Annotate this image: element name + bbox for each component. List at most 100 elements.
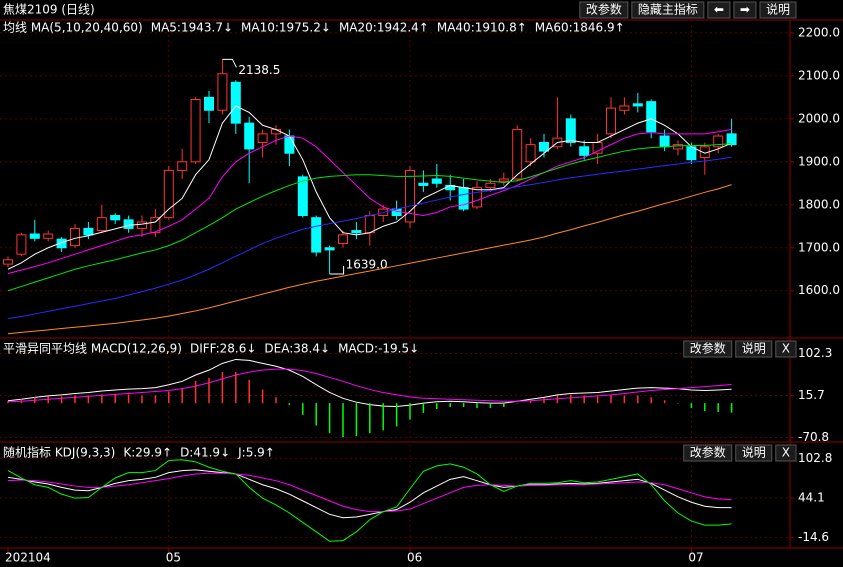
y-tick-label: 2200.0 (798, 25, 840, 39)
x-tick-label: 07 (688, 551, 703, 565)
button-label[interactable]: 改参数 (586, 2, 622, 17)
candle-body (271, 129, 281, 135)
candle-body (110, 215, 121, 221)
candle-body (364, 215, 375, 234)
candle-body (163, 169, 174, 219)
indicator-title: 平滑异同平均线 MACD(12,26,9) (3, 342, 182, 356)
button-label[interactable]: 说明 (742, 341, 766, 356)
y-tick-label: 2100.0 (798, 68, 840, 82)
candle-body (472, 187, 482, 208)
histogram-bar (127, 394, 130, 404)
button-label[interactable]: 说明 (742, 445, 766, 460)
histogram-bar (235, 372, 237, 404)
histogram-bar (503, 403, 505, 408)
candle-body (418, 182, 429, 186)
histogram-bar (543, 398, 545, 404)
candle-body (338, 234, 348, 244)
button-label[interactable]: 改参数 (690, 341, 726, 356)
button-label[interactable]: X (782, 446, 790, 460)
y-tick-label: 102.3 (798, 346, 832, 360)
y-tick-label: 1600.0 (798, 283, 840, 297)
histogram-bar (342, 403, 344, 438)
histogram-bar (476, 403, 478, 409)
candle-body (43, 233, 54, 239)
histogram-bar (154, 395, 157, 404)
button-label[interactable]: ⬅ (714, 3, 724, 17)
histogram-bar (74, 395, 76, 404)
histogram-bar (449, 403, 451, 408)
button[interactable] (579, 1, 629, 19)
indicator-line (7, 156, 732, 320)
histogram-bar (60, 396, 63, 404)
histogram-bar (704, 403, 706, 411)
histogram-bar (650, 397, 652, 404)
button-label[interactable]: ➡ (740, 3, 750, 17)
candle-body (56, 238, 67, 249)
candle-body (565, 118, 576, 143)
button[interactable] (683, 444, 733, 462)
candle-body (297, 176, 308, 217)
candle-body (485, 182, 496, 189)
legend-entry: MACD:-19.5↓ (338, 342, 419, 356)
button[interactable] (775, 340, 797, 358)
histogram-bar (181, 388, 183, 404)
histogram-bar (355, 403, 358, 437)
button[interactable] (735, 340, 773, 358)
candle-body (606, 107, 616, 135)
histogram-bar (556, 395, 559, 404)
y-tick-label: -14.6 (798, 530, 829, 544)
x-tick-label: 05 (166, 551, 181, 565)
indicator-title: 均线 MA(5,10,20,40,60) (3, 21, 143, 35)
x-tick-label: 06 (407, 551, 422, 565)
histogram-bar (7, 401, 9, 404)
y-tick-label: 102.8 (798, 451, 832, 465)
legend-entry: J:5.9↑ (237, 446, 275, 460)
histogram-bar (677, 403, 679, 404)
histogram-bar (369, 403, 371, 434)
histogram-bar (596, 396, 599, 404)
histogram-bar (34, 397, 36, 404)
legend-entry: DIFF:28.6↓ (190, 342, 256, 356)
candle-body (673, 144, 683, 150)
histogram-bar (637, 395, 639, 404)
button[interactable] (759, 1, 797, 19)
button-label[interactable]: 说明 (766, 2, 790, 17)
candle-body (70, 227, 80, 247)
histogram-bar (315, 403, 317, 426)
button[interactable] (735, 444, 773, 462)
histogram-bar (422, 403, 425, 413)
y-tick-label: 1900.0 (798, 154, 840, 168)
chart-title: 焦煤2109 (日线) (3, 3, 95, 17)
annotation-label: 1639.0 (346, 257, 388, 271)
candle-body (137, 221, 147, 229)
candle-body (458, 187, 469, 210)
histogram-bar (382, 403, 384, 431)
indicator-line (7, 143, 732, 292)
histogram-bar (462, 403, 465, 408)
indicator-line (7, 472, 732, 513)
candle-body (632, 103, 643, 107)
candle-body (150, 217, 161, 234)
candle-body (217, 73, 228, 111)
button-label[interactable]: 改参数 (690, 445, 726, 460)
histogram-bar (663, 400, 666, 404)
histogram-bar (261, 389, 264, 404)
histogram-bar (194, 380, 197, 404)
button[interactable] (775, 444, 797, 462)
legend-entry: MA40:1910.8↑ (437, 21, 527, 35)
histogram-bar (208, 377, 210, 404)
histogram-bar (610, 395, 612, 404)
button[interactable] (707, 1, 731, 19)
button[interactable] (733, 1, 757, 19)
y-tick-label: -70.8 (798, 430, 829, 444)
indicator-line (7, 129, 732, 275)
histogram-bar (489, 403, 492, 409)
button[interactable] (631, 1, 705, 19)
candle-body (204, 96, 214, 111)
candle-body (498, 178, 509, 182)
button[interactable] (683, 340, 733, 358)
button-label[interactable]: X (782, 342, 790, 356)
button-label[interactable]: 隐藏主指标 (638, 2, 698, 17)
legend-entry: K:29.9↑ (123, 446, 172, 460)
